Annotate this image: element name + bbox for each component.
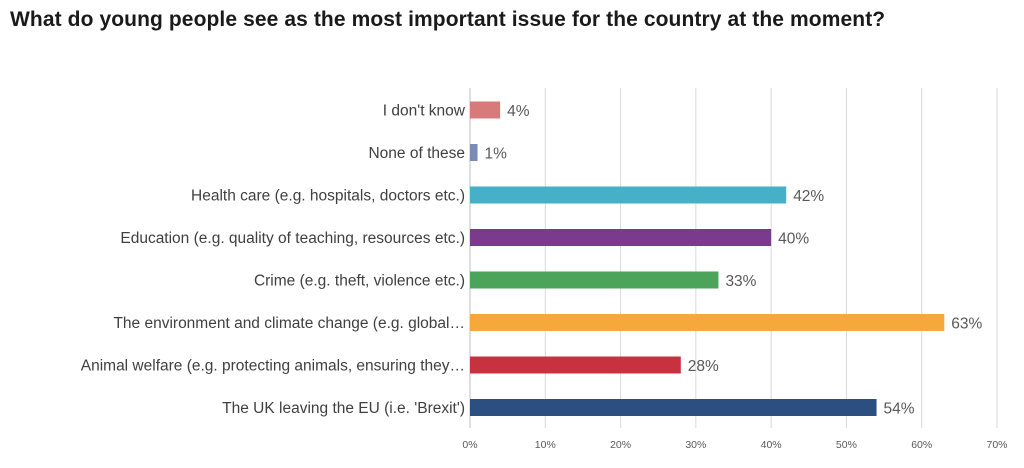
category-labels: I don't know None of these Health care (e.… — [81, 103, 466, 418]
bar — [470, 271, 719, 289]
data-label: 28% — [688, 358, 719, 375]
category-label: Crime (e.g. theft, violence etc.) — [254, 273, 465, 290]
category-label: The UK leaving the EU (i.e. 'Brexit') — [222, 400, 465, 417]
category-label: The environment and climate change (e.g.… — [113, 315, 465, 332]
data-label: 33% — [725, 273, 756, 290]
x-tick-label: 30% — [685, 439, 706, 451]
x-axis-ticks: 0% 10% 20% 30% 40% 50% 60% 70% — [462, 439, 1007, 451]
category-label: I don't know — [383, 103, 466, 120]
bar — [470, 356, 681, 374]
chart-title: What do young people see as the most imp… — [10, 8, 886, 31]
data-labels: 4% 1% 42% 40% 33% 63% 28% 54% — [485, 103, 983, 418]
bar — [470, 101, 501, 119]
x-tick-label: 40% — [761, 439, 782, 451]
data-label: 40% — [778, 231, 809, 248]
data-label: 54% — [884, 401, 915, 418]
x-tick-label: 70% — [986, 439, 1007, 451]
x-tick-label: 20% — [610, 439, 631, 451]
bar — [470, 186, 787, 204]
data-label: 1% — [485, 146, 508, 163]
category-label: Animal welfare (e.g. protecting animals,… — [81, 358, 465, 375]
category-label: Health care (e.g. hospitals, doctors etc… — [191, 188, 465, 205]
x-tick-label: 0% — [462, 439, 477, 451]
category-label: None of these — [368, 145, 465, 162]
data-label: 4% — [507, 103, 530, 120]
gridlines — [469, 88, 998, 428]
bar — [470, 399, 877, 416]
bars — [470, 101, 945, 416]
data-label: 42% — [793, 188, 824, 205]
x-tick-label: 60% — [911, 439, 932, 451]
bar — [470, 229, 772, 246]
x-tick-label: 10% — [535, 439, 556, 451]
data-label: 63% — [951, 316, 982, 333]
x-tick-label: 50% — [836, 439, 857, 451]
bar — [470, 314, 945, 331]
bar — [470, 144, 478, 161]
category-label: Education (e.g. quality of teaching, res… — [120, 230, 465, 247]
